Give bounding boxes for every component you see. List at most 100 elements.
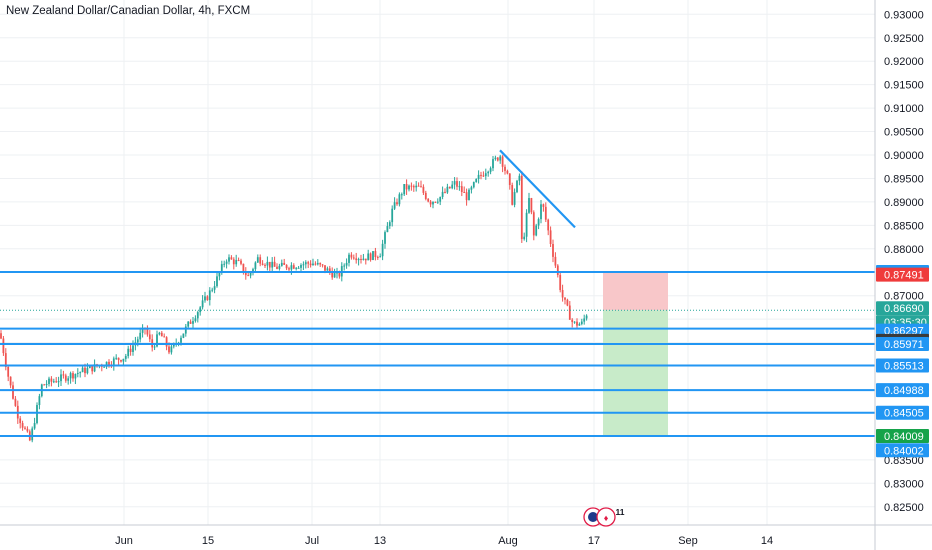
ca-flag-icon bbox=[596, 507, 616, 527]
candle-body bbox=[446, 186, 449, 193]
candle-body bbox=[554, 256, 557, 266]
y-tick-label: 0.89500 bbox=[884, 173, 924, 185]
candle-body bbox=[122, 358, 125, 362]
candle-body bbox=[4, 353, 7, 368]
candle-body bbox=[194, 318, 197, 322]
candle-body bbox=[492, 159, 494, 169]
candle-body bbox=[338, 272, 341, 277]
candle-body bbox=[458, 186, 461, 188]
candle-body bbox=[403, 184, 406, 195]
candle-body bbox=[436, 201, 439, 203]
candle-body bbox=[2, 338, 5, 354]
candle-body bbox=[324, 265, 326, 271]
y-tick-label: 0.87000 bbox=[884, 291, 924, 303]
candle-body bbox=[348, 254, 350, 263]
candle-body bbox=[316, 262, 319, 265]
candle-body bbox=[136, 339, 139, 343]
candle-body bbox=[81, 367, 84, 373]
candle-body bbox=[300, 265, 302, 268]
level-label-bg bbox=[876, 336, 929, 351]
candle-body bbox=[573, 321, 576, 323]
candle-body bbox=[103, 366, 106, 368]
candle-body bbox=[91, 365, 94, 372]
horizontal-levels[interactable] bbox=[0, 271, 875, 437]
candle-body bbox=[273, 261, 276, 267]
candle-body bbox=[206, 296, 209, 301]
maple-leaf-icon: ♦ bbox=[604, 513, 609, 523]
x-tick-label: Aug bbox=[498, 535, 518, 547]
candle-body bbox=[480, 174, 482, 176]
candle-body bbox=[216, 276, 218, 287]
candle-body bbox=[213, 286, 216, 290]
candle-body bbox=[141, 327, 144, 333]
candle-body bbox=[508, 173, 511, 186]
candle-body bbox=[189, 321, 192, 324]
candle-body bbox=[530, 198, 533, 213]
candle-body bbox=[172, 343, 175, 347]
y-tick-label: 0.89000 bbox=[884, 197, 924, 209]
candle-body bbox=[393, 202, 396, 209]
candle-body bbox=[343, 265, 346, 267]
candle-body bbox=[264, 264, 266, 266]
candle-body bbox=[360, 258, 362, 260]
candle-body bbox=[566, 299, 569, 306]
candle-body bbox=[201, 300, 204, 308]
candle-body bbox=[417, 185, 420, 187]
candle-body bbox=[408, 185, 410, 190]
candle-body bbox=[208, 290, 211, 301]
candle-body bbox=[302, 264, 305, 266]
price-labels: 0.875050.874910.8669003:35:300.862970.86… bbox=[876, 265, 929, 458]
candle-body bbox=[249, 272, 252, 276]
candle-body bbox=[367, 253, 370, 261]
level-label: 0.85513 bbox=[884, 360, 924, 372]
candle-body bbox=[580, 321, 583, 324]
candle-body bbox=[45, 383, 48, 385]
grid bbox=[0, 0, 875, 525]
candle-body bbox=[220, 264, 223, 273]
candle-body bbox=[165, 337, 168, 347]
candle-body bbox=[460, 186, 463, 192]
y-tick-label: 0.88000 bbox=[884, 244, 924, 256]
candle-body bbox=[14, 398, 17, 406]
candle-body bbox=[576, 321, 578, 326]
event-icons[interactable]: ♦ 11 bbox=[583, 507, 625, 527]
nz-flag-icon bbox=[588, 512, 598, 522]
candle-body bbox=[187, 321, 190, 327]
trendline-group[interactable] bbox=[499, 149, 576, 229]
candle-body bbox=[184, 326, 187, 334]
candle-body bbox=[295, 267, 298, 269]
candle-body bbox=[520, 175, 523, 240]
x-tick-label: 13 bbox=[374, 535, 386, 547]
candle-body bbox=[153, 346, 156, 348]
candle-body bbox=[362, 258, 365, 260]
x-tick-label: Jun bbox=[115, 535, 133, 547]
candle-body bbox=[168, 346, 170, 353]
candle-body bbox=[247, 275, 250, 277]
candle-body bbox=[124, 356, 127, 359]
candle-body bbox=[69, 373, 72, 379]
candle-body bbox=[472, 182, 475, 188]
candle-body bbox=[405, 184, 408, 190]
candle-body bbox=[400, 194, 403, 196]
candle-body bbox=[451, 184, 454, 189]
candle-body bbox=[127, 348, 130, 357]
candle-body bbox=[19, 418, 22, 424]
candle-body bbox=[415, 185, 418, 188]
candle-body bbox=[379, 256, 382, 258]
candle-body bbox=[57, 381, 60, 383]
candle-body bbox=[232, 259, 235, 265]
level-label-bg bbox=[876, 405, 929, 420]
candle-body bbox=[259, 257, 262, 264]
candle-body bbox=[398, 194, 401, 205]
candle-body bbox=[422, 186, 425, 193]
candle-body bbox=[242, 263, 245, 273]
level-label-bg bbox=[876, 358, 929, 373]
y-tick-label: 0.83000 bbox=[884, 478, 924, 490]
candle-body bbox=[50, 378, 53, 382]
candle-body bbox=[487, 171, 490, 174]
stop-loss-zone bbox=[603, 272, 668, 311]
candle-body bbox=[105, 361, 108, 367]
candle-body bbox=[465, 192, 468, 201]
